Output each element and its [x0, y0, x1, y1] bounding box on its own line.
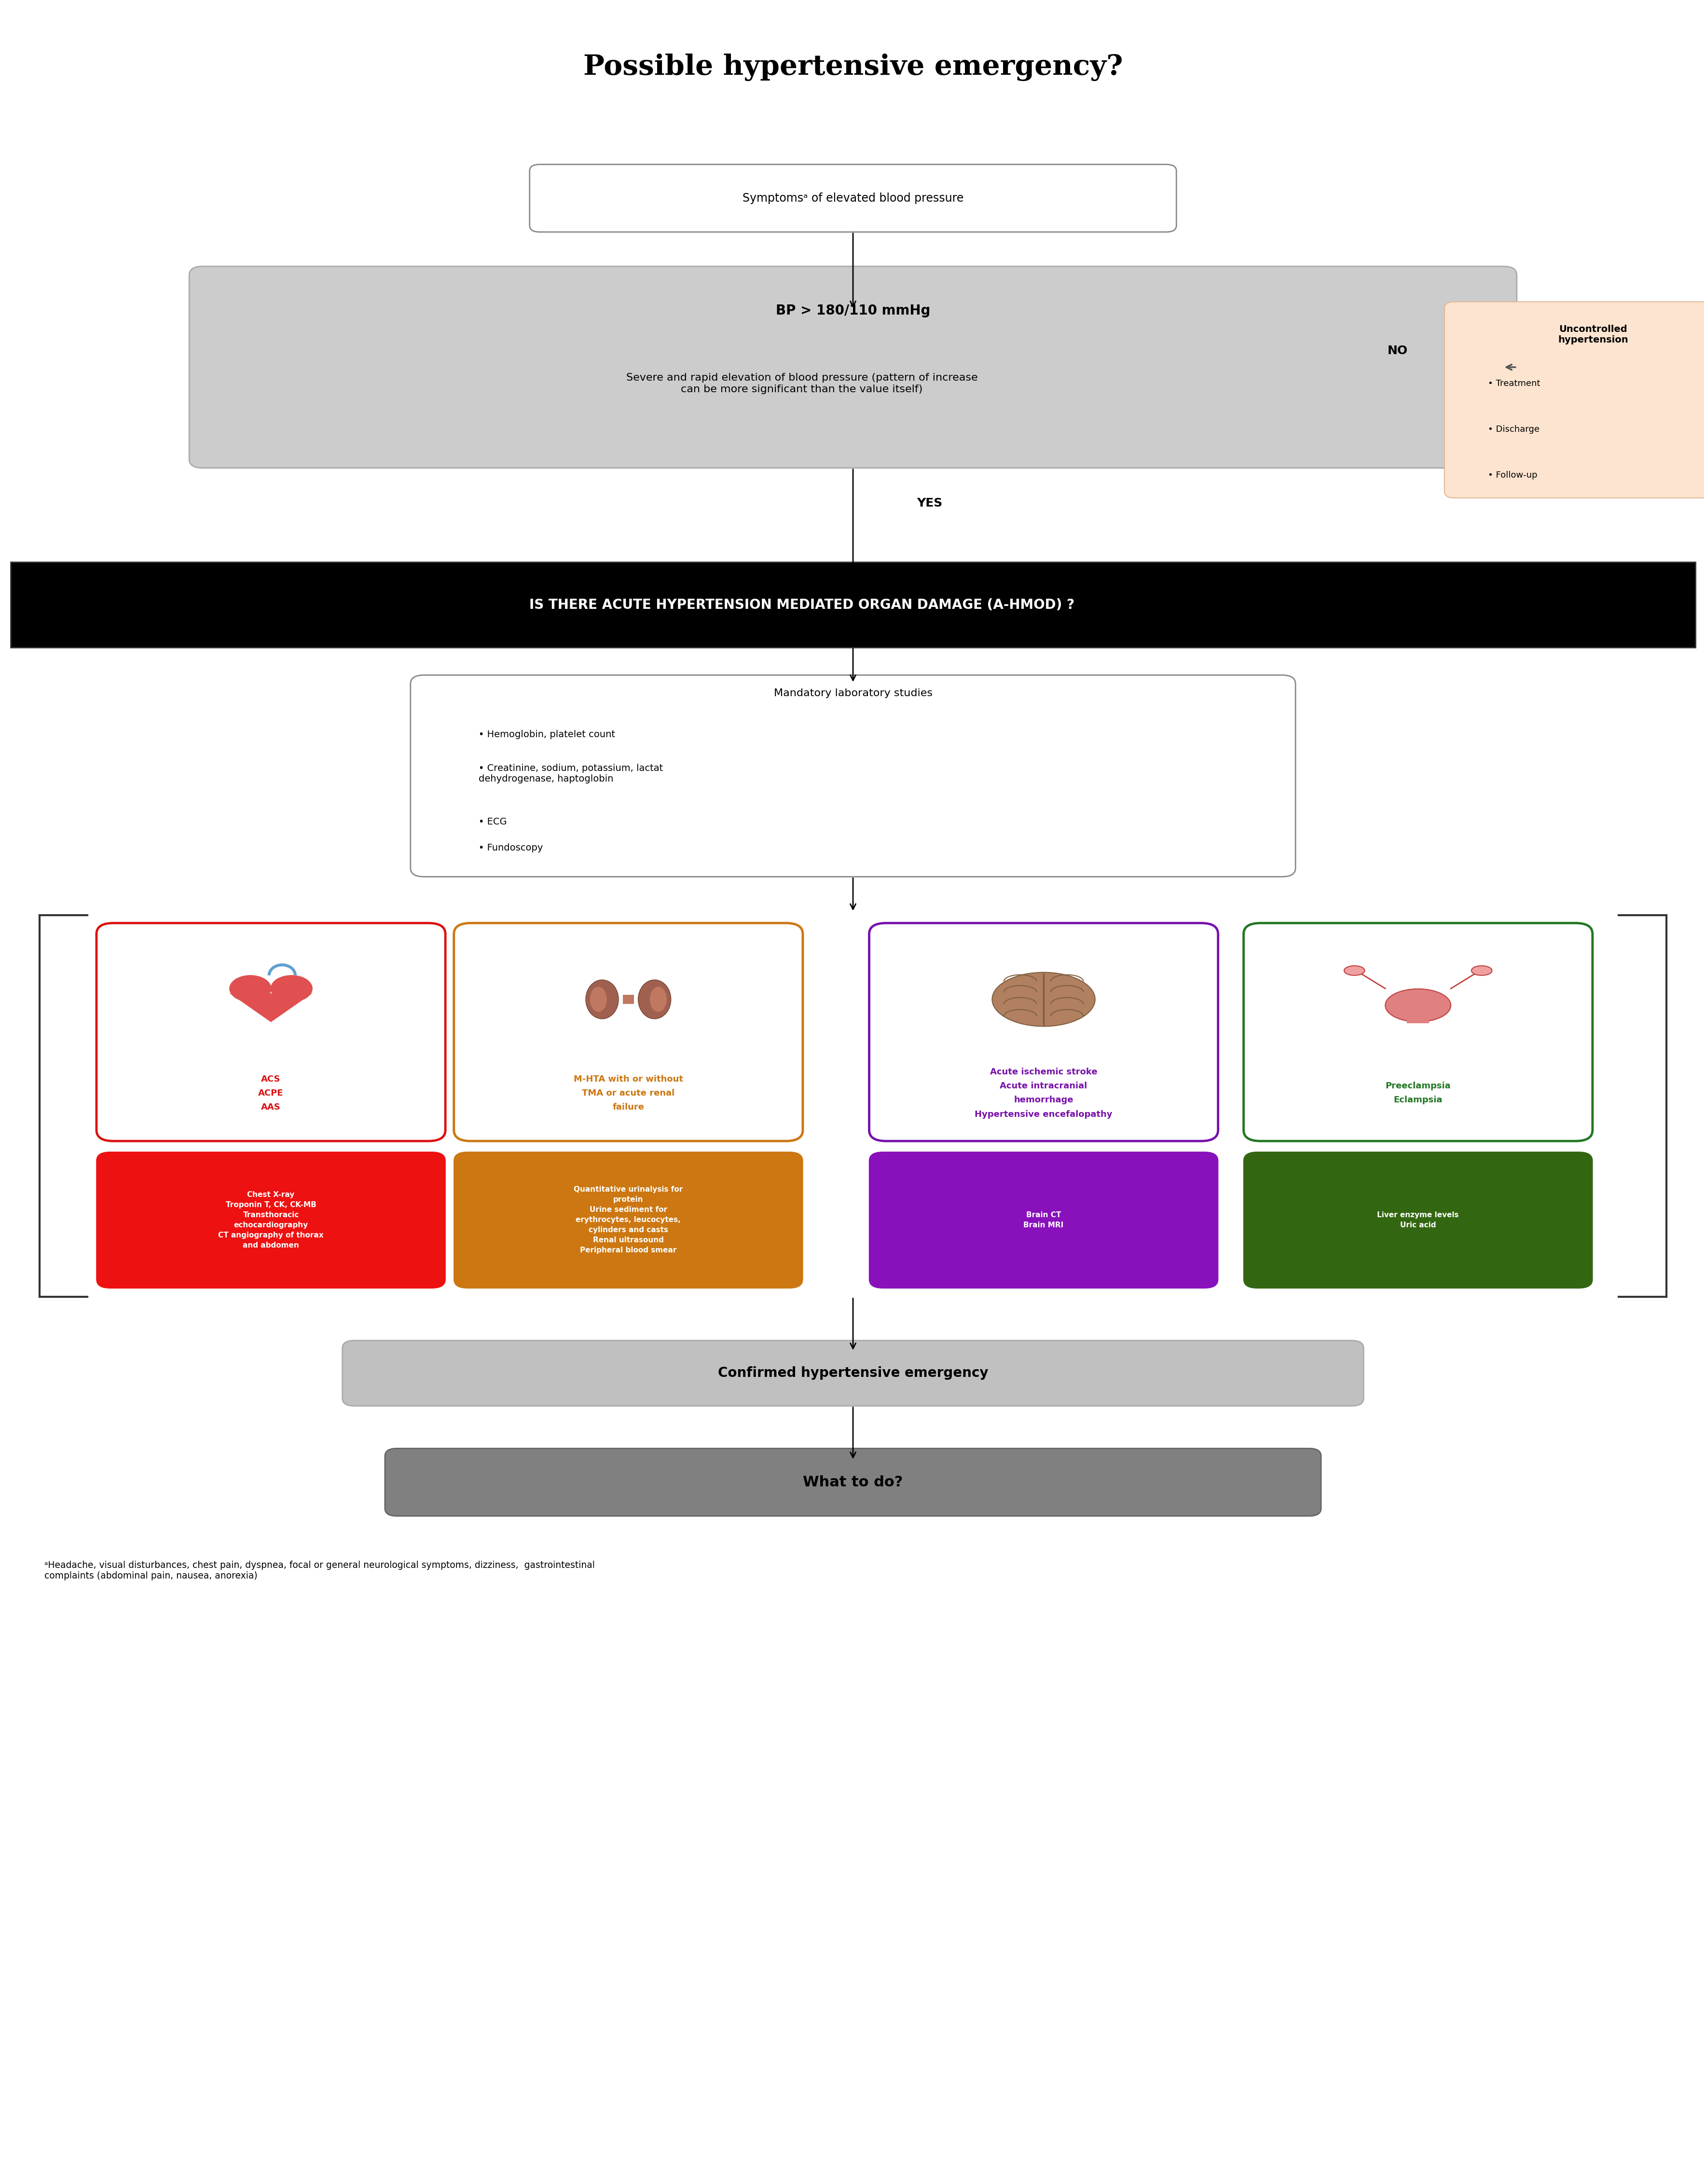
Ellipse shape [650, 987, 667, 1011]
Ellipse shape [1385, 989, 1450, 1022]
FancyBboxPatch shape [1244, 1151, 1592, 1289]
FancyBboxPatch shape [343, 1341, 1363, 1406]
Polygon shape [230, 994, 312, 1022]
Text: ᵃHeadache, visual disturbances, chest pain, dyspnea, focal or general neurologic: ᵃHeadache, visual disturbances, chest pa… [44, 1562, 595, 1581]
Ellipse shape [271, 974, 312, 1002]
Text: • ECG: • ECG [479, 817, 507, 826]
Bar [10, 561, 1696, 646]
Text: BP > 180/110 mmHg: BP > 180/110 mmHg [776, 304, 930, 317]
FancyBboxPatch shape [868, 1151, 1218, 1289]
Text: IS THERE ACUTE HYPERTENSION MEDIATED ORGAN DAMAGE (A-HMOD) ?: IS THERE ACUTE HYPERTENSION MEDIATED ORG… [529, 598, 1075, 612]
Text: Severe and rapid elevation of blood pressure (pattern of increase
can be more si: Severe and rapid elevation of blood pres… [626, 373, 978, 393]
Ellipse shape [585, 981, 619, 1018]
Text: NO: NO [1387, 345, 1407, 356]
Bar [623, 994, 635, 1005]
Text: What to do?: What to do? [804, 1474, 902, 1489]
Ellipse shape [1344, 965, 1365, 976]
Text: Mandatory laboratory studies: Mandatory laboratory studies [773, 688, 933, 699]
FancyBboxPatch shape [411, 675, 1295, 876]
Ellipse shape [1471, 965, 1493, 976]
Text: Quantitative urinalysis for
protein
Urine sediment for
erythrocytes, leucocytes,: Quantitative urinalysis for protein Urin… [573, 1186, 682, 1254]
FancyBboxPatch shape [189, 266, 1517, 467]
Ellipse shape [993, 972, 1095, 1026]
FancyBboxPatch shape [454, 1151, 804, 1289]
Text: • Discharge: • Discharge [1488, 426, 1539, 435]
Text: • Treatment: • Treatment [1488, 380, 1541, 389]
FancyBboxPatch shape [529, 164, 1177, 232]
Text: M-HTA with or without
TMA or acute renal
failure: M-HTA with or without TMA or acute renal… [573, 1075, 682, 1112]
Text: Chest X-ray
Troponin T, CK, CK-MB
Transthoracic
echocardiography
CT angiography : Chest X-ray Troponin T, CK, CK-MB Transt… [218, 1190, 324, 1249]
Text: • Follow-up: • Follow-up [1488, 472, 1537, 480]
Text: Uncontrolled
hypertension: Uncontrolled hypertension [1558, 325, 1629, 345]
FancyBboxPatch shape [97, 1151, 445, 1289]
FancyBboxPatch shape [454, 924, 804, 1140]
Text: Symptomsᵃ of elevated blood pressure: Symptomsᵃ of elevated blood pressure [742, 192, 964, 203]
Text: Confirmed hypertensive emergency: Confirmed hypertensive emergency [718, 1367, 988, 1380]
Ellipse shape [229, 974, 271, 1002]
Text: Brain CT
Brain MRI: Brain CT Brain MRI [1024, 1212, 1065, 1230]
FancyBboxPatch shape [1445, 301, 1706, 498]
Text: Liver enzyme levels
Uric acid: Liver enzyme levels Uric acid [1377, 1212, 1459, 1230]
Text: • Fundoscopy: • Fundoscopy [479, 843, 543, 852]
Text: YES: YES [916, 498, 942, 509]
FancyBboxPatch shape [97, 924, 445, 1140]
Text: • Hemoglobin, platelet count: • Hemoglobin, platelet count [479, 729, 616, 738]
FancyBboxPatch shape [868, 924, 1218, 1140]
Text: Preeclampsia
Eclampsia: Preeclampsia Eclampsia [1385, 1081, 1450, 1105]
Text: ACS
ACPE
AAS: ACS ACPE AAS [258, 1075, 283, 1112]
FancyBboxPatch shape [386, 1448, 1320, 1516]
Text: Possible hypertensive emergency?: Possible hypertensive emergency? [583, 55, 1123, 81]
Text: • Creatinine, sodium, potassium, lactat
dehydrogenase, haptoglobin: • Creatinine, sodium, potassium, lactat … [479, 764, 664, 784]
Bar [1407, 1011, 1430, 1024]
Text: Acute ischemic stroke
Acute intracranial
hemorrhage
Hypertensive encefalopathy: Acute ischemic stroke Acute intracranial… [974, 1068, 1112, 1118]
Ellipse shape [638, 981, 670, 1018]
FancyBboxPatch shape [1244, 924, 1592, 1140]
Ellipse shape [590, 987, 607, 1011]
